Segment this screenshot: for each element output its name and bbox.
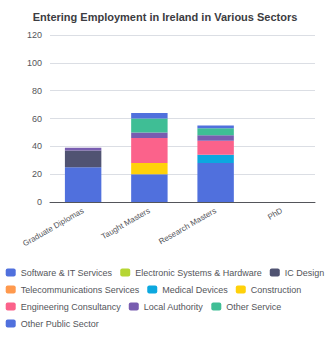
svg-text:60: 60: [32, 114, 42, 124]
svg-text:120: 120: [27, 30, 42, 40]
svg-text:Construction: Construction: [251, 285, 302, 295]
svg-text:Other Service: Other Service: [226, 302, 281, 312]
svg-text:PhD: PhD: [266, 206, 284, 222]
svg-text:Graduate Diplomas: Graduate Diplomas: [21, 206, 85, 248]
svg-text:Entering Employment in Ireland: Entering Employment in Ireland in Variou…: [33, 11, 298, 23]
svg-text:Engineering Consultancy: Engineering Consultancy: [21, 302, 122, 312]
svg-text:Telecommunications Services: Telecommunications Services: [21, 285, 140, 295]
svg-text:Research Masters: Research Masters: [157, 206, 218, 246]
svg-text:Taught Masters: Taught Masters: [100, 206, 152, 241]
svg-text:0: 0: [37, 197, 42, 207]
svg-text:Software & IT Services: Software & IT Services: [21, 268, 113, 278]
svg-text:100: 100: [27, 58, 42, 68]
svg-text:20: 20: [32, 169, 42, 179]
svg-text:IC Design: IC Design: [285, 268, 325, 278]
svg-text:Medical Devices: Medical Devices: [162, 285, 228, 295]
svg-text:Other Public Sector: Other Public Sector: [21, 319, 99, 329]
svg-text:Local Authority: Local Authority: [144, 302, 204, 312]
svg-text:80: 80: [32, 86, 42, 96]
svg-text:Electronic Systems & Hardware: Electronic Systems & Hardware: [135, 268, 262, 278]
svg-text:40: 40: [32, 141, 42, 151]
